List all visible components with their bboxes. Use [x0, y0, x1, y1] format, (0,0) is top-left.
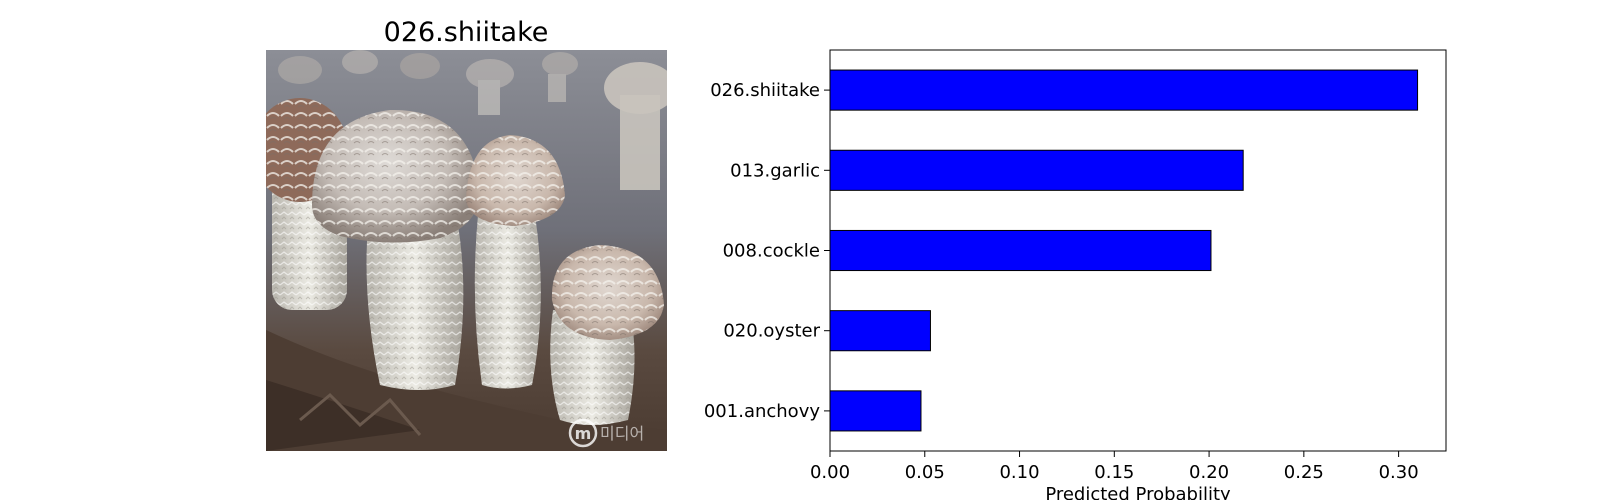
x-tick-label: 0.05 — [905, 462, 945, 483]
bar-026.shiitake — [829, 69, 1419, 111]
x-tick-label: 0.10 — [999, 462, 1039, 483]
x-tick-label: 0.15 — [1094, 462, 1134, 483]
mushroom-photo: m 미디어 — [266, 50, 667, 451]
x-axis: 0.00 0.05 0.10 0.15 0.20 0.25 0.30 — [810, 451, 1419, 483]
bars-layer — [829, 69, 1419, 432]
y-tick-label: 026.shiitake — [710, 80, 820, 101]
svg-text:m: m — [575, 424, 592, 443]
y-tick-label: 020.oyster — [723, 321, 820, 342]
bar-chart: 0.00 0.05 0.10 0.15 0.20 0.25 0.30 026.shiitak… — [704, 49, 1447, 500]
bar-008.cockle — [829, 229, 1212, 272]
y-tick-label: 008.cockle — [723, 241, 820, 262]
bar-013.garlic — [829, 149, 1244, 191]
x-tick-label: 0.00 — [810, 462, 850, 483]
x-axis-label: Predicted Probability — [1045, 484, 1231, 500]
y-tick-label: 013.garlic — [730, 160, 820, 181]
y-tick-label: 001.anchovy — [704, 401, 820, 422]
x-tick-label: 0.20 — [1189, 462, 1229, 483]
image-title: 026.shiitake — [384, 17, 549, 48]
y-axis: 026.shiitake 013.garlic 008.cockle 020.oyst… — [704, 80, 830, 422]
bar-020.oyster — [829, 310, 931, 352]
watermark-logo: m 미디어 — [568, 418, 644, 448]
bar-001.anchovy — [829, 390, 922, 432]
watermark-text: 미디어 — [600, 424, 644, 443]
x-tick-label: 0.25 — [1284, 462, 1324, 483]
x-tick-label: 0.30 — [1379, 462, 1419, 483]
